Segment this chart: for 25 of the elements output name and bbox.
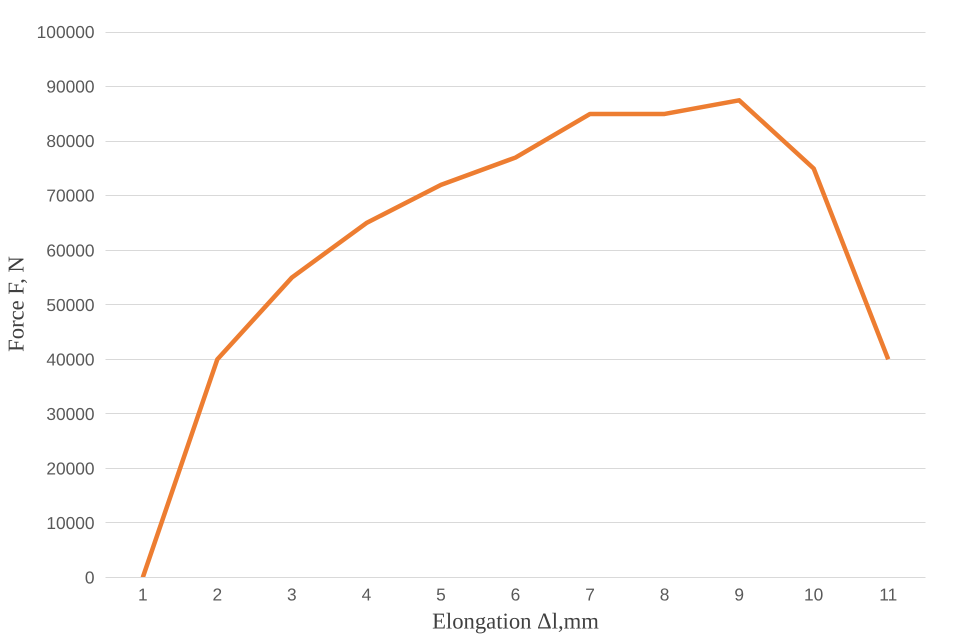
- y-tick-label: 50000: [46, 294, 94, 315]
- x-tick-label: 11: [879, 584, 898, 604]
- x-tick-label: 1: [138, 584, 148, 604]
- y-tick-label: 90000: [46, 76, 94, 97]
- y-tick-label: 40000: [46, 349, 94, 370]
- x-axis-title: Elongation Δl,mm: [432, 608, 600, 634]
- x-tick-label: 8: [660, 584, 670, 604]
- y-tick-label: 10000: [46, 512, 94, 533]
- x-tick-label: 2: [212, 584, 222, 604]
- x-tick-label: 4: [362, 584, 372, 604]
- y-tick-label: 20000: [46, 458, 94, 478]
- y-tick-label: 70000: [46, 186, 94, 206]
- x-tick-label: 10: [804, 584, 824, 604]
- y-tick-label: 30000: [46, 404, 94, 424]
- y-axis-title: Force F, N: [4, 256, 29, 352]
- y-tick-label: 100000: [36, 22, 95, 42]
- x-tick-label: 5: [436, 584, 446, 604]
- x-tick-label: 3: [287, 584, 297, 604]
- line-series: [140, 98, 890, 578]
- y-tick-label: 60000: [46, 240, 94, 260]
- x-tick-label: 9: [734, 584, 744, 604]
- x-tick-label: 7: [585, 584, 595, 604]
- x-tick-label: 6: [510, 584, 520, 604]
- y-tick-label: 0: [84, 568, 95, 588]
- y-tick-label: 80000: [46, 131, 94, 152]
